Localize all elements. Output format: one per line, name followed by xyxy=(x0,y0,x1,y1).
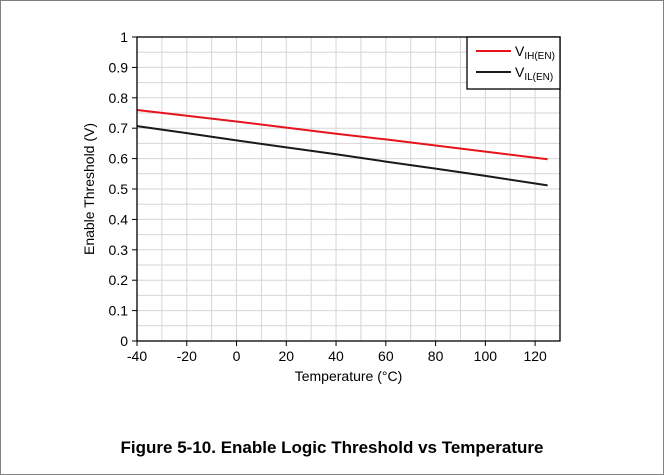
legend-box xyxy=(466,36,561,90)
y-tick-label: 0.8 xyxy=(109,90,129,106)
y-tick-label: 0.9 xyxy=(109,59,129,75)
x-tick-label: 80 xyxy=(428,348,444,364)
x-tick-label: 40 xyxy=(328,348,344,364)
series-lines xyxy=(136,109,548,187)
y-tick-label: 0.1 xyxy=(109,303,129,319)
x-tick-label: 100 xyxy=(474,348,498,364)
x-tick-label: 20 xyxy=(279,348,295,364)
series-line xyxy=(136,125,548,187)
y-tick-label: 1 xyxy=(120,29,128,45)
axis-ticks: -40 -20 0 20 40 60 80 100 120 0 0.1 0.2 0.3 0.4 0.5 0.6… xyxy=(109,29,547,364)
y-tick-label: 0.3 xyxy=(109,242,129,258)
x-tick-label: -40 xyxy=(127,348,147,364)
legend: VIH(EN)VIL(EN) xyxy=(466,36,561,90)
series-line xyxy=(136,109,548,161)
chart: -40 -20 0 20 40 60 80 100 120 0 0.1 0.2 0.3 0.4 0.5 0.6… xyxy=(81,29,561,384)
y-axis-label: Enable Threshold (V) xyxy=(81,123,97,255)
y-tick-label: 0.5 xyxy=(109,181,129,197)
x-tick-label: 120 xyxy=(523,348,547,364)
x-tick-label: 0 xyxy=(233,348,241,364)
x-tick-label: -20 xyxy=(177,348,197,364)
y-tick-label: 0.7 xyxy=(109,120,129,136)
y-tick-label: 0.4 xyxy=(109,211,129,227)
y-tick-label: 0 xyxy=(120,333,128,349)
x-axis-label: Temperature (°C) xyxy=(295,368,403,384)
x-tick-label: 60 xyxy=(378,348,394,364)
figure-caption: Figure 5-10. Enable Logic Threshold vs T… xyxy=(120,438,544,457)
y-tick-label: 0.6 xyxy=(109,151,129,167)
y-tick-label: 0.2 xyxy=(109,272,129,288)
